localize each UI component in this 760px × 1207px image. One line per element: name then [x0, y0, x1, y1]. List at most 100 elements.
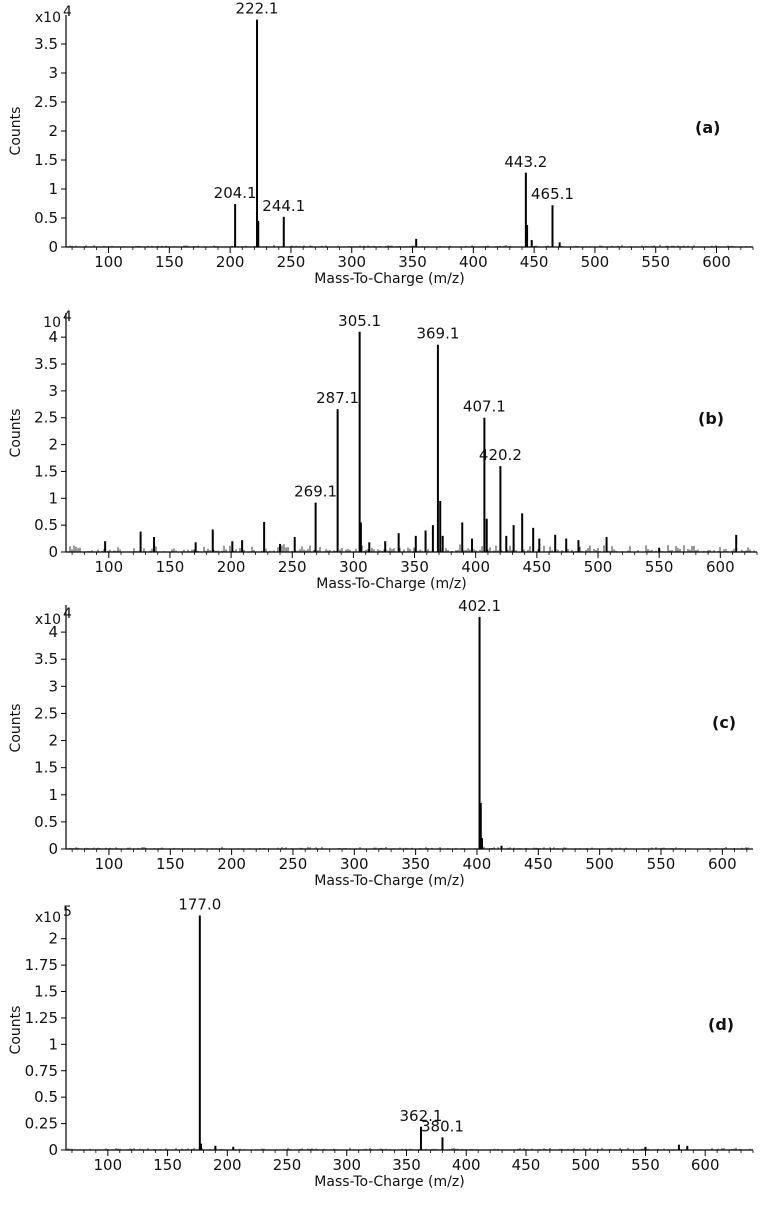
y-scale-exponent: 4 [63, 606, 72, 622]
x-tick-label: 600 [708, 855, 737, 873]
y-tick-label: 1.5 [34, 151, 58, 169]
baseline-noise [69, 544, 755, 552]
y-tick-label: 2 [48, 122, 58, 140]
y-tick-label: 1.25 [25, 1009, 58, 1027]
y-tick-label: 1 [48, 1035, 58, 1053]
peak-label: 407.1 [463, 398, 506, 416]
x-tick-label: 200 [217, 558, 246, 576]
x-tick-label: 350 [400, 558, 429, 576]
x-tick-label: 600 [702, 253, 731, 271]
x-tick-label: 500 [585, 855, 614, 873]
y-tick-label: 1.5 [34, 983, 58, 1001]
baseline-noise [67, 846, 751, 849]
peak-label: 269.1 [294, 483, 337, 501]
y-tick-label: 3 [48, 677, 58, 695]
x-tick-label: 250 [278, 558, 307, 576]
y-tick-label: 3 [48, 64, 58, 82]
y-tick-label: 2.5 [34, 93, 58, 111]
y-tick-label: 0.5 [34, 209, 58, 227]
x-tick-label: 150 [153, 1156, 182, 1174]
peak-label: 177.0 [178, 895, 221, 913]
panel-label: (c) [712, 713, 736, 732]
y-scale-exponent: 5 [63, 904, 72, 920]
y-tick-label: 0.75 [25, 1062, 58, 1080]
x-tick-label: 400 [459, 253, 488, 271]
x-tick-label: 350 [392, 1156, 421, 1174]
x-tick-label: 600 [691, 1156, 720, 1174]
x-tick-label: 250 [273, 1156, 302, 1174]
y-tick-label: 3.5 [34, 355, 58, 373]
x-tick-label: 550 [645, 558, 674, 576]
y-tick-label: 1.75 [25, 956, 58, 974]
y-scale-exponent: 4 [63, 309, 72, 325]
y-tick-label: 4 [48, 328, 58, 346]
y-axis-title: Counts [8, 704, 24, 753]
panel-label: (a) [695, 118, 720, 137]
y-tick-label: 1.5 [34, 462, 58, 480]
y-tick-label: 0 [48, 543, 58, 561]
x-tick-label: 450 [524, 855, 553, 873]
baseline-noise [67, 1147, 751, 1150]
y-scale-base: 10 [43, 315, 61, 331]
x-tick-label: 150 [156, 558, 185, 576]
x-tick-label: 150 [155, 253, 184, 271]
x-tick-label: 250 [279, 855, 308, 873]
y-tick-label: 3.5 [34, 35, 58, 53]
peak-label: 420.2 [479, 446, 522, 464]
y-tick-label: 1 [48, 786, 58, 804]
x-tick-label: 100 [93, 1156, 122, 1174]
x-tick-label: 550 [647, 855, 676, 873]
panel-label: (d) [708, 1015, 734, 1034]
x-tick-label: 400 [463, 855, 492, 873]
y-tick-label: 0 [48, 1141, 58, 1159]
x-tick-label: 500 [584, 558, 613, 576]
peak-label: 305.1 [338, 312, 381, 330]
x-tick-label: 400 [452, 1156, 481, 1174]
y-tick-label: 2.5 [34, 704, 58, 722]
x-tick-label: 500 [571, 1156, 600, 1174]
x-tick-label: 200 [213, 1156, 242, 1174]
y-tick-label: 2 [48, 732, 58, 750]
x-tick-label: 200 [217, 855, 246, 873]
y-tick-label: 1 [48, 180, 58, 198]
x-tick-label: 100 [94, 253, 123, 271]
x-tick-label: 200 [216, 253, 245, 271]
spectrum-panel-d: 0 0.25 0.5 0.75 1 1.25 1.5 1.75 2 100 150 200 250 300… [8, 895, 754, 1190]
x-tick-label: 350 [401, 855, 430, 873]
x-axis-title: Mass-To-Charge (m/z) [314, 1174, 464, 1190]
peak-label: 380.1 [421, 1117, 464, 1135]
x-tick-label: 300 [339, 558, 368, 576]
y-tick-label: 0.5 [34, 516, 58, 534]
x-tick-label: 300 [332, 1156, 361, 1174]
y-tick-label: 0.5 [34, 813, 58, 831]
x-axis-title: Mass-To-Charge (m/z) [314, 271, 464, 287]
y-tick-label: 3 [48, 382, 58, 400]
y-tick-label: 1 [48, 489, 58, 507]
y-tick-label: 0 [48, 238, 58, 256]
x-tick-label: 400 [461, 558, 490, 576]
x-tick-label: 450 [523, 558, 552, 576]
x-tick-label: 450 [512, 1156, 541, 1174]
y-tick-label: 0 [48, 840, 58, 858]
y-scale-base: x10 [35, 910, 61, 926]
x-tick-label: 550 [641, 253, 670, 271]
x-tick-label: 300 [340, 855, 369, 873]
x-tick-label: 450 [520, 253, 549, 271]
x-tick-label: 550 [631, 1156, 660, 1174]
peak-label: 362.1 [399, 1107, 442, 1125]
x-tick-label: 150 [156, 855, 185, 873]
peak-label: 443.2 [504, 153, 547, 171]
x-tick-label: 250 [277, 253, 306, 271]
peak-label: 465.1 [531, 185, 574, 203]
x-tick-label: 100 [95, 855, 124, 873]
y-tick-label: 2 [48, 436, 58, 454]
x-tick-label: 350 [398, 253, 427, 271]
y-tick-label: 1.5 [34, 759, 58, 777]
y-tick-label: 0.25 [25, 1115, 58, 1133]
y-axis-title: Counts [8, 409, 24, 458]
x-tick-label: 500 [581, 253, 610, 271]
peak-label: 287.1 [316, 389, 359, 407]
